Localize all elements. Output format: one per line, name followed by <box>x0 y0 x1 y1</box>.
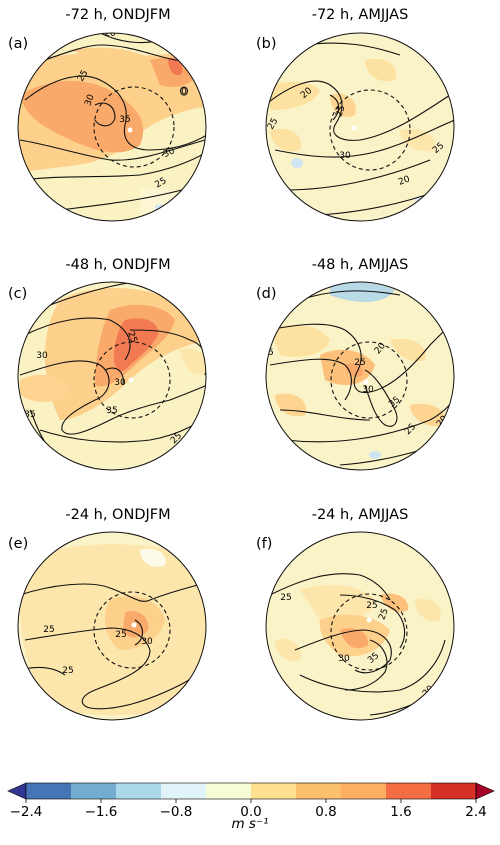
colorbar-tick-label: −1.6 <box>85 804 118 820</box>
svg-text:25: 25 <box>43 625 54 635</box>
svg-text:0: 0 <box>181 87 187 97</box>
colorbar-tick-label: 1.6 <box>390 804 411 820</box>
colorbar-cell <box>341 783 387 799</box>
colorbar: −2.4 −1.6 −0.8 0.0 0.8 1.6 2.4 m s⁻¹ <box>7 782 495 832</box>
panel-c: -48 h, ONDJFM (c) 20 25 30 <box>8 257 207 471</box>
panel-d-frame <box>265 281 455 471</box>
colorbar-cell <box>206 783 252 799</box>
colorbar-cell <box>116 783 162 799</box>
panel-f-map: 25 25 25 30 35 20 <box>266 532 454 720</box>
panel-b-contour-labels: 20 25 25 30 25 20 <box>266 86 446 188</box>
svg-text:25: 25 <box>366 601 377 611</box>
panel-d-title: -48 h, AMJJAS <box>312 257 409 273</box>
svg-text:30: 30 <box>141 637 153 647</box>
colorbar-tick-label: 0.8 <box>315 804 336 820</box>
svg-text:30: 30 <box>362 385 374 395</box>
colorbar-ticks: −2.4 −1.6 −0.8 0.0 0.8 1.6 2.4 <box>10 799 487 820</box>
colorbar-cell <box>296 783 342 799</box>
panel-e-frame <box>17 531 207 721</box>
svg-text:25: 25 <box>76 69 90 84</box>
panel-d: -48 h, AMJJAS (d) 20 <box>256 257 455 471</box>
svg-text:25: 25 <box>62 666 73 676</box>
panel-f-title: -24 h, AMJJAS <box>312 507 409 523</box>
panel-a-frame <box>17 32 207 222</box>
panel-f-frame <box>265 531 455 721</box>
svg-text:35: 35 <box>119 115 130 125</box>
panel-b: -72 h, AMJJAS (b) 20 25 <box>256 7 455 222</box>
panel-e-label: (e) <box>8 536 28 552</box>
panel-a-title: -72 h, ONDJFM <box>65 7 170 23</box>
svg-text:25: 25 <box>188 682 201 696</box>
panel-f-label: (f) <box>256 536 272 552</box>
svg-text:20: 20 <box>149 277 164 292</box>
panel-d-label: (d) <box>256 286 277 302</box>
colorbar-tick-label: −0.8 <box>160 804 193 820</box>
svg-text:20: 20 <box>397 174 411 187</box>
svg-text:30: 30 <box>339 151 351 161</box>
panel-e: -24 h, ONDJFM (e) 25 25 30 25 25 <box>8 507 207 721</box>
colorbar-tick-label: −2.4 <box>10 804 43 820</box>
svg-text:25: 25 <box>125 330 138 344</box>
svg-text:25: 25 <box>334 104 347 118</box>
panel-d-map: 20 25 25 30 35 25 20 <box>262 282 454 470</box>
svg-text:30: 30 <box>83 93 96 107</box>
svg-text:30: 30 <box>114 378 126 388</box>
colorbar-cell <box>251 783 297 799</box>
svg-text:20: 20 <box>104 29 116 39</box>
svg-text:30: 30 <box>338 654 350 664</box>
colorbar-unit: m s⁻¹ <box>231 816 268 832</box>
colorbar-cell <box>161 783 207 799</box>
colorbar-extend-high <box>475 782 495 800</box>
colorbar-cell <box>386 783 432 799</box>
panel-a: -72 h, ONDJFM (a) 20 <box>8 7 207 222</box>
colorbar-cell <box>431 783 477 799</box>
panel-c-frame <box>17 281 207 471</box>
panel-b-frame <box>265 32 455 222</box>
panel-e-map: 25 25 30 25 25 <box>18 532 206 720</box>
panel-b-map: 20 25 25 30 25 20 <box>266 33 454 221</box>
svg-text:30: 30 <box>36 351 48 361</box>
panel-b-title: -72 h, AMJJAS <box>312 7 409 23</box>
svg-text:25: 25 <box>280 593 291 603</box>
colorbar-tick-label: 0.0 <box>240 804 261 820</box>
svg-text:25: 25 <box>354 358 365 368</box>
colorbar-cell <box>71 783 117 799</box>
svg-text:35: 35 <box>106 406 117 416</box>
svg-text:30: 30 <box>162 146 177 160</box>
panel-a-map: 20 25 30 35 0 25 30 <box>18 29 206 221</box>
panel-b-label: (b) <box>256 36 277 52</box>
panel-e-title: -24 h, ONDJFM <box>65 507 170 523</box>
svg-text:25: 25 <box>262 348 273 358</box>
panel-c-title: -48 h, ONDJFM <box>65 257 170 273</box>
svg-text:25: 25 <box>154 176 169 190</box>
panel-a-contour-labels: 20 25 30 35 0 25 30 <box>76 29 187 190</box>
svg-text:25: 25 <box>266 117 280 132</box>
colorbar-cells <box>7 782 495 800</box>
colorbar-tick-label: 2.4 <box>465 804 486 820</box>
svg-text:35: 35 <box>24 410 35 420</box>
colorbar-cell <box>26 783 72 799</box>
panel-c-map: 20 25 30 30 35 35 25 <box>18 277 206 470</box>
svg-text:25: 25 <box>377 607 390 621</box>
panel-c-label: (c) <box>8 286 27 302</box>
svg-text:25: 25 <box>115 630 126 640</box>
panel-f: -24 h, AMJJAS (f) 25 25 25 <box>256 507 455 721</box>
colorbar-extend-low <box>7 782 27 800</box>
panel-a-label: (a) <box>8 36 28 52</box>
